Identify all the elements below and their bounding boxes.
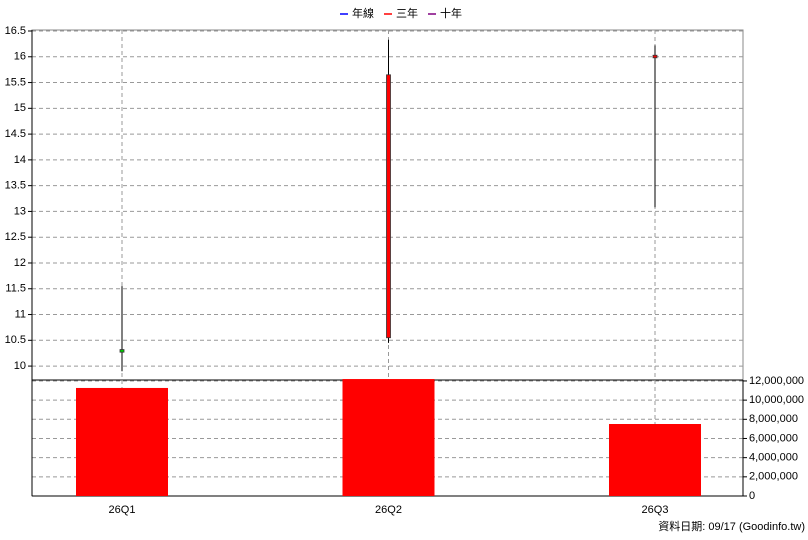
legend-label: 十年 [440, 6, 462, 20]
y2-tick-label: 8,000,000 [749, 413, 798, 425]
y-tick-label: 15.5 [5, 76, 26, 88]
y2-tick-label: 12,000,000 [749, 375, 804, 387]
legend-label: 年線 [352, 6, 374, 20]
y-tick-label: 10 [14, 360, 26, 372]
volume-bar [76, 387, 168, 496]
y-tick-label: 14.5 [5, 128, 26, 140]
y-tick-label: 16.5 [5, 25, 26, 37]
y-tick-label: 11 [15, 308, 26, 320]
y-tick-label: 15 [14, 102, 26, 114]
y-tick-label: 12.5 [5, 231, 26, 243]
x-tick-label: 26Q3 [642, 504, 669, 516]
y-tick-label: 13 [14, 205, 26, 217]
footer: 資料日期: 09/17 (Goodinfo.tw) [658, 519, 805, 533]
candle-body [652, 54, 658, 59]
x-tick-label: 26Q2 [375, 504, 402, 516]
y2-tick-label: 6,000,000 [749, 432, 798, 444]
y-tick-label: 14 [14, 154, 26, 166]
y-tick-label: 11.5 [5, 283, 26, 295]
legend-label: 三年 [396, 6, 418, 20]
x-tick-label: 26Q1 [109, 504, 136, 516]
y-tick-label: 12 [14, 257, 26, 269]
y2-tick-label: 2,000,000 [749, 471, 798, 483]
y-tick-label: 10.5 [5, 334, 26, 346]
y2-tick-label: 4,000,000 [749, 452, 798, 464]
y2-tick-label: 10,000,000 [749, 394, 804, 406]
y-tick-label: 16 [14, 51, 26, 63]
y2-tick-label: 0 [749, 490, 755, 502]
volume-bar [609, 424, 701, 496]
candle-body [119, 349, 125, 353]
candle-body [386, 74, 391, 339]
y-tick-label: 13.5 [5, 180, 26, 192]
volume-bar [342, 379, 435, 496]
